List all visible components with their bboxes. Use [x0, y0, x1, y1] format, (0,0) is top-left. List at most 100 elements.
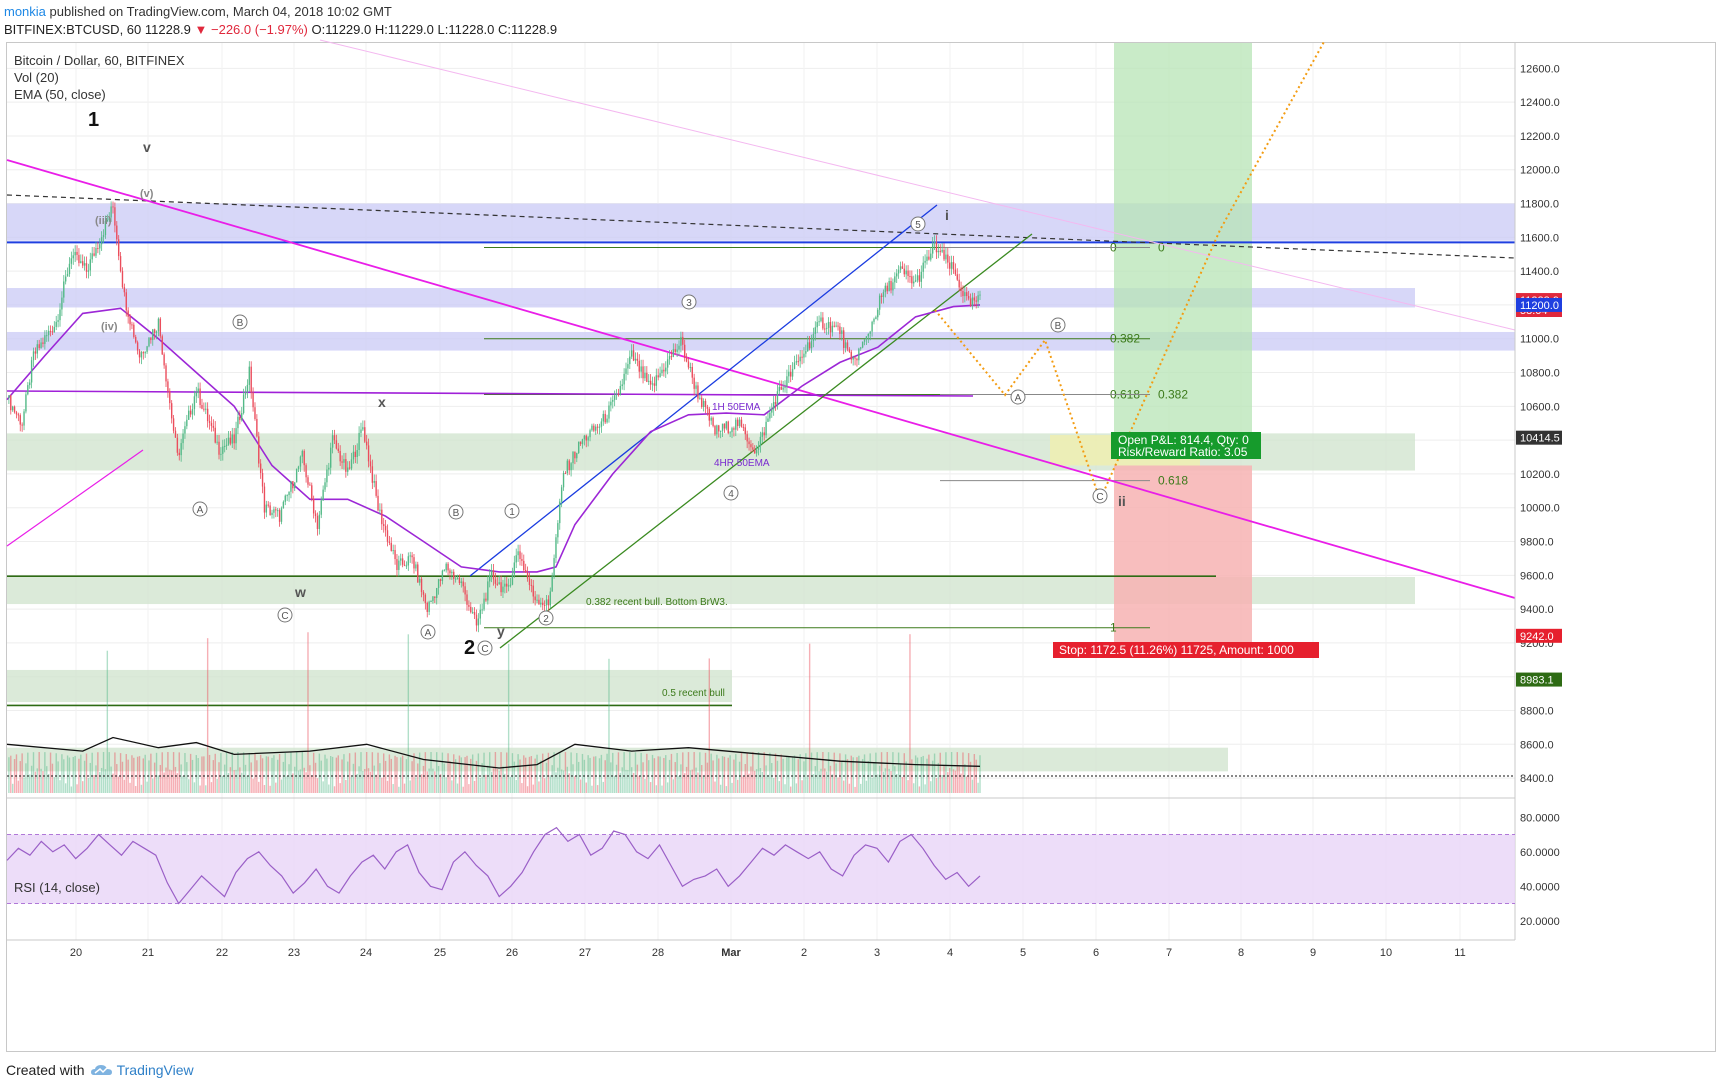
- candle-body: [119, 256, 122, 272]
- volume-bar: [479, 777, 481, 793]
- volume-bar: [337, 755, 339, 793]
- candle-body: [479, 609, 481, 619]
- candle-body: [250, 366, 252, 393]
- volume-bar: [104, 769, 107, 793]
- volume-bar: [125, 754, 127, 793]
- candle-body: [693, 377, 695, 389]
- tradingview-brand[interactable]: TradingView: [90, 1062, 194, 1078]
- candle-body: [142, 352, 144, 354]
- candle-body: [757, 445, 760, 450]
- volume-bar: [545, 762, 548, 793]
- candle-body: [812, 333, 815, 341]
- candle-body: [553, 558, 555, 577]
- volume-bar: [445, 777, 447, 793]
- volume-bar: [42, 771, 44, 793]
- candle-body: [413, 557, 415, 569]
- volume-bar: [877, 774, 879, 793]
- candle-body: [615, 394, 618, 396]
- candle-body: [807, 342, 809, 352]
- candle-body: [462, 581, 464, 587]
- volume-bar: [814, 766, 817, 793]
- volume-bar: [507, 643, 510, 793]
- candle-body: [182, 433, 184, 444]
- candle-body: [140, 352, 143, 358]
- volume-bar: [193, 782, 196, 793]
- candle-body: [57, 320, 59, 322]
- candle-body: [634, 358, 637, 361]
- wave-circle-label: C: [1096, 492, 1103, 503]
- candle-body: [697, 385, 699, 399]
- y-tick-label: 9800.0: [1520, 537, 1554, 549]
- candle-body: [610, 401, 612, 406]
- candle-body: [706, 407, 709, 409]
- candle-body: [307, 477, 309, 485]
- candle-body: [674, 349, 676, 353]
- candle-body: [400, 558, 402, 561]
- candle-body: [490, 570, 493, 576]
- volume-bar: [396, 757, 398, 793]
- candle-body: [383, 524, 385, 526]
- candle-body: [534, 596, 536, 601]
- volume-bar: [899, 763, 902, 793]
- volume-bar: [57, 761, 59, 793]
- volume-bar: [494, 752, 497, 793]
- wave-circle: [1010, 389, 1026, 405]
- wave-circle: [910, 216, 926, 232]
- volume-bar: [699, 752, 701, 793]
- candle-body: [625, 368, 627, 374]
- volume-bar: [83, 760, 86, 793]
- candle-body: [167, 381, 169, 392]
- volume-bar: [292, 773, 294, 793]
- volume-bar: [290, 752, 292, 793]
- volume-bar: [405, 759, 408, 793]
- candle-body: [326, 469, 328, 483]
- volume-bar: [195, 755, 197, 793]
- volume-bar: [91, 752, 93, 793]
- candle-body: [557, 523, 559, 538]
- volume-bar: [676, 753, 678, 793]
- candle-body: [746, 434, 748, 442]
- volume-bar: [100, 767, 103, 793]
- volume-bar: [706, 762, 709, 793]
- candle-body: [275, 509, 277, 511]
- volume-bar: [731, 782, 733, 793]
- volume-bar: [964, 764, 966, 793]
- candle-body: [426, 602, 428, 612]
- volume-bar: [784, 784, 786, 793]
- candle-body: [282, 501, 285, 509]
- author-link[interactable]: monkia: [4, 4, 46, 19]
- volume-bar: [439, 774, 442, 793]
- volume-bar: [655, 785, 657, 793]
- volume-bar: [920, 756, 923, 793]
- volume-bar: [186, 762, 188, 793]
- legend-title: Bitcoin / Dollar, 60, BITFINEX: [14, 53, 185, 68]
- rsi-tick-label: 80.0000: [1520, 812, 1560, 824]
- volume-bar: [365, 752, 368, 793]
- volume-bar: [979, 755, 981, 793]
- volume-bar: [886, 752, 888, 793]
- x-tick-label: 20: [70, 947, 82, 959]
- candle-body: [36, 344, 38, 354]
- volume-bar: [941, 775, 943, 793]
- volume-bar: [294, 766, 296, 793]
- candle-body: [30, 360, 33, 383]
- volume-bar: [865, 780, 868, 793]
- candle-body: [964, 292, 966, 297]
- candle-body: [613, 395, 616, 400]
- volume-bar: [969, 761, 972, 793]
- candle-body: [19, 415, 21, 425]
- candle-body: [121, 271, 124, 288]
- zone-0: [7, 203, 1515, 241]
- wave-circle-label: 4: [728, 489, 734, 500]
- candle-body: [562, 473, 565, 488]
- candle-body: [585, 435, 587, 441]
- volume-bar: [133, 757, 135, 793]
- volume-bar: [76, 784, 78, 793]
- candle-body: [311, 485, 313, 499]
- y-tick-label: 10600.0: [1520, 401, 1560, 413]
- volume-bar: [375, 774, 377, 793]
- candle-body: [157, 318, 160, 332]
- candle-body: [825, 327, 828, 329]
- candle-body: [420, 578, 423, 592]
